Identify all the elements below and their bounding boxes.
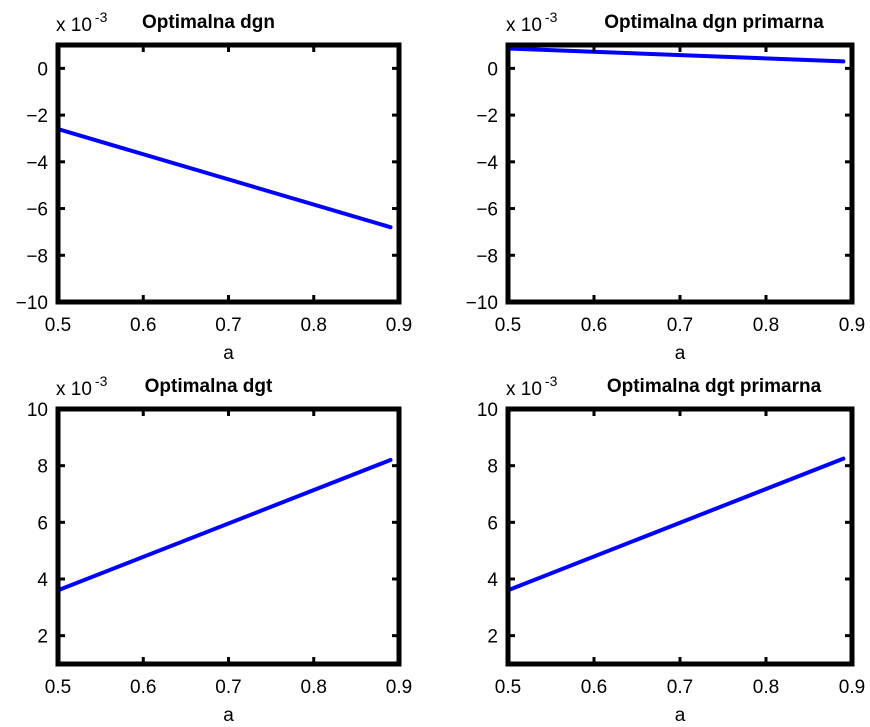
- series-line: [508, 456, 846, 593]
- y-tick-label: −10: [466, 293, 498, 314]
- y-tick-label: 2: [487, 627, 498, 648]
- x-tick-label: 0.7: [667, 677, 693, 698]
- x-axis-label: a: [223, 705, 234, 726]
- y-tick-label: −6: [26, 200, 48, 221]
- series-line: [508, 46, 846, 64]
- x-tick-label: 0.9: [386, 677, 412, 698]
- axes-box: [55, 42, 402, 305]
- x-tick-label: 0.8: [753, 315, 779, 336]
- subplot-4: 0.5 0.6 0.7 0.8 0.9 10 8 6 4 2 x 10 -3 Optimalna dgt…: [477, 373, 865, 726]
- x-tick-label: 0.5: [45, 677, 71, 698]
- x-axis-label: a: [223, 343, 234, 364]
- y-tick-label: 8: [487, 457, 498, 478]
- y-tick-label: −8: [26, 246, 48, 267]
- chart-title: Optimalna dgt: [145, 376, 273, 397]
- y-exponent-label: x 10 -3: [506, 9, 558, 36]
- x-tick-label: 0.6: [130, 315, 156, 336]
- y-tick-label: 6: [487, 513, 498, 534]
- x-tick-label: 0.6: [581, 677, 607, 698]
- chart-title: Optimalna dgn primarna: [604, 12, 824, 33]
- subplot-2: 0.5 0.6 0.7 0.8 0.9 0 −2 −4 −6 −8 −10 x 10 -3 Optimal…: [466, 9, 865, 364]
- x-tick-label: 0.6: [130, 677, 156, 698]
- chart-title: Optimalna dgn: [142, 12, 275, 33]
- axes-box: [505, 42, 855, 305]
- x-tick-label: 0.9: [839, 315, 865, 336]
- y-exponent-label: x 10 -3: [506, 373, 558, 400]
- x-tick-label: 0.7: [215, 315, 241, 336]
- x-axis-label: a: [675, 343, 686, 364]
- series-line: [58, 458, 393, 593]
- y-tick-label: −4: [476, 153, 498, 174]
- series-line: [58, 127, 393, 230]
- x-tick-label: 0.5: [495, 315, 521, 336]
- chart-title: Optimalna dgt primarna: [607, 376, 822, 397]
- y-tick-label: −8: [476, 246, 498, 267]
- x-tick-label: 0.7: [215, 677, 241, 698]
- y-exponent-label: x 10 -3: [56, 9, 108, 36]
- x-tick-label: 0.8: [301, 677, 327, 698]
- subplot-3: 0.5 0.6 0.7 0.8 0.9 10 8 6 4 2 x 10 -3 Optimalna dgt…: [27, 373, 412, 726]
- y-tick-label: −6: [476, 200, 498, 221]
- y-tick-label: 6: [37, 513, 48, 534]
- y-tick-label: 0: [487, 59, 498, 80]
- x-tick-label: 0.5: [45, 315, 71, 336]
- x-tick-label: 0.6: [581, 315, 607, 336]
- y-exponent-label: x 10 -3: [56, 373, 108, 400]
- x-tick-label: 0.5: [495, 677, 521, 698]
- x-tick-label: 0.7: [667, 315, 693, 336]
- y-tick-label: 2: [37, 627, 48, 648]
- x-tick-label: 0.9: [839, 677, 865, 698]
- x-axis-label: a: [675, 705, 686, 726]
- x-tick-label: 0.8: [301, 315, 327, 336]
- x-tick-label: 0.9: [386, 315, 412, 336]
- y-tick-label: −10: [16, 293, 48, 314]
- axes-box: [505, 406, 855, 667]
- y-tick-label: −2: [476, 106, 498, 127]
- y-tick-label: 4: [37, 570, 48, 591]
- x-tick-label: 0.8: [753, 677, 779, 698]
- subplot-1: 0.5 0.6 0.7 0.8 0.9 0 −2 −4 −6 −8 −10 x 10 -3 Optimal…: [16, 9, 412, 364]
- y-tick-label: 8: [37, 457, 48, 478]
- y-tick-label: 0: [37, 59, 48, 80]
- y-tick-label: 10: [477, 400, 498, 421]
- y-tick-label: 10: [27, 400, 48, 421]
- axes-box: [55, 406, 402, 667]
- y-tick-label: −2: [26, 106, 48, 127]
- y-tick-label: 4: [487, 570, 498, 591]
- y-tick-label: −4: [26, 153, 48, 174]
